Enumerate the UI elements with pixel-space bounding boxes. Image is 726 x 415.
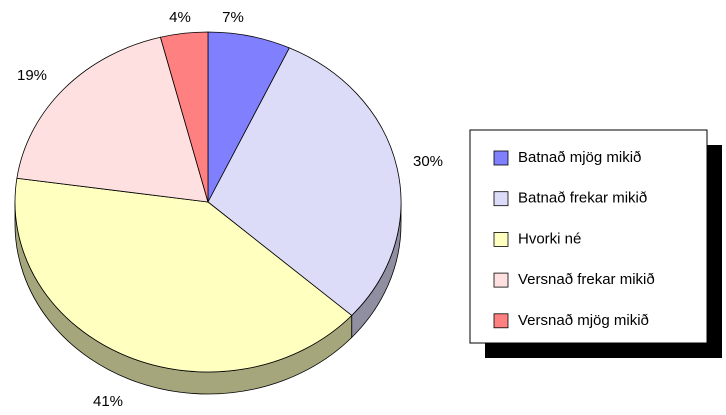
data-label: 4%	[169, 9, 191, 26]
pie-slice	[14, 177, 353, 373]
legend-label: Versnað frekar mikið	[518, 271, 655, 288]
legend-swatch	[493, 272, 509, 288]
legend-box	[469, 129, 708, 344]
legend-label: Batnað frekar mikið	[518, 190, 647, 207]
data-label: 19%	[17, 67, 47, 84]
pie-tops	[14, 31, 402, 373]
legend-label: Batnað mjög mikið	[518, 149, 641, 166]
legend-label: Versnað mjög mikið	[518, 312, 649, 329]
data-label: 7%	[222, 9, 244, 26]
legend-swatch	[493, 191, 509, 207]
pie-slice	[207, 47, 402, 317]
legend-swatch	[493, 150, 509, 166]
data-label: 41%	[93, 393, 123, 410]
pie-slice	[159, 31, 209, 203]
legend: Batnað mjög mikið Batnað frekar mikið Hvor…	[493, 149, 655, 329]
legend-swatch	[493, 313, 509, 329]
legend-label: Hvorki né	[518, 230, 581, 247]
data-label: 30%	[413, 153, 443, 170]
legend-swatch	[493, 231, 509, 247]
data-labels: 7% 30% 41% 19% 4%	[17, 9, 443, 410]
pie-slice	[16, 36, 209, 203]
